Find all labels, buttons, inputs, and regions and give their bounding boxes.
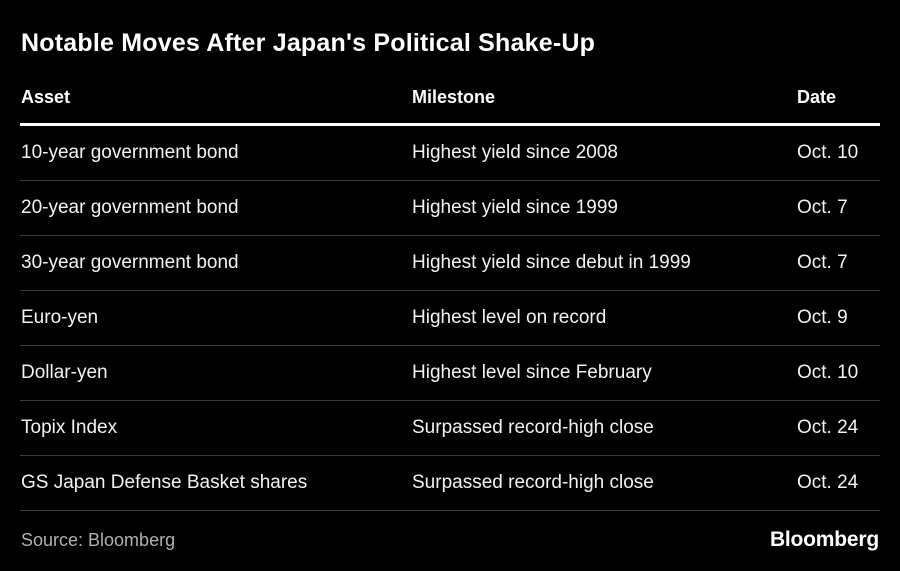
cell-date: Oct. 10 — [797, 362, 859, 383]
cell-asset: Topix Index — [21, 417, 118, 438]
cell-milestone: Surpassed record-high close — [412, 417, 654, 438]
cell-date: Oct. 24 — [797, 472, 859, 493]
cell-milestone: Highest level on record — [412, 307, 607, 328]
table-row: 20-year government bond Highest yield si… — [20, 181, 880, 236]
cell-milestone: Highest level since February — [412, 362, 652, 383]
cell-asset: Euro-yen — [21, 307, 99, 328]
cell-asset: 20-year government bond — [21, 197, 239, 218]
table-row: Topix Index Surpassed record-high close … — [20, 401, 880, 456]
cell-asset: 30-year government bond — [21, 252, 239, 273]
cell-asset: GS Japan Defense Basket shares — [21, 472, 308, 493]
chart-title: Notable Moves After Japan's Political Sh… — [21, 29, 596, 57]
table-row: Euro-yen Highest level on record Oct. 9 — [20, 291, 880, 346]
cell-milestone: Highest yield since 1999 — [412, 197, 618, 218]
cell-date: Oct. 7 — [797, 252, 848, 273]
source-note: Source: Bloomberg — [21, 529, 176, 550]
table-row: Dollar-yen Highest level since February … — [20, 346, 880, 401]
header-rule — [20, 123, 880, 126]
cell-asset: 10-year government bond — [21, 142, 239, 163]
cell-milestone: Highest yield since debut in 1999 — [412, 252, 691, 273]
column-header-milestone: Milestone — [412, 87, 496, 107]
table-row: 10-year government bond Highest yield si… — [20, 126, 880, 181]
column-header-asset: Asset — [21, 87, 71, 107]
cell-milestone: Surpassed record-high close — [412, 472, 654, 493]
cell-milestone: Highest yield since 2008 — [412, 142, 618, 163]
chart-footer: Source: Bloomberg Bloomberg — [20, 511, 880, 569]
cell-date: Oct. 24 — [797, 417, 859, 438]
cell-date: Oct. 7 — [797, 197, 848, 218]
bloomberg-logo: Bloomberg — [769, 528, 879, 551]
cell-asset: Dollar-yen — [21, 362, 108, 383]
table-row: 30-year government bond Highest yield si… — [20, 236, 880, 291]
column-header-date: Date — [797, 87, 837, 107]
table-row: GS Japan Defense Basket shares Surpassed… — [20, 456, 880, 511]
cell-date: Oct. 9 — [797, 307, 848, 328]
table-header-row: Asset Milestone Date — [20, 88, 880, 107]
cell-date: Oct. 10 — [797, 142, 859, 163]
